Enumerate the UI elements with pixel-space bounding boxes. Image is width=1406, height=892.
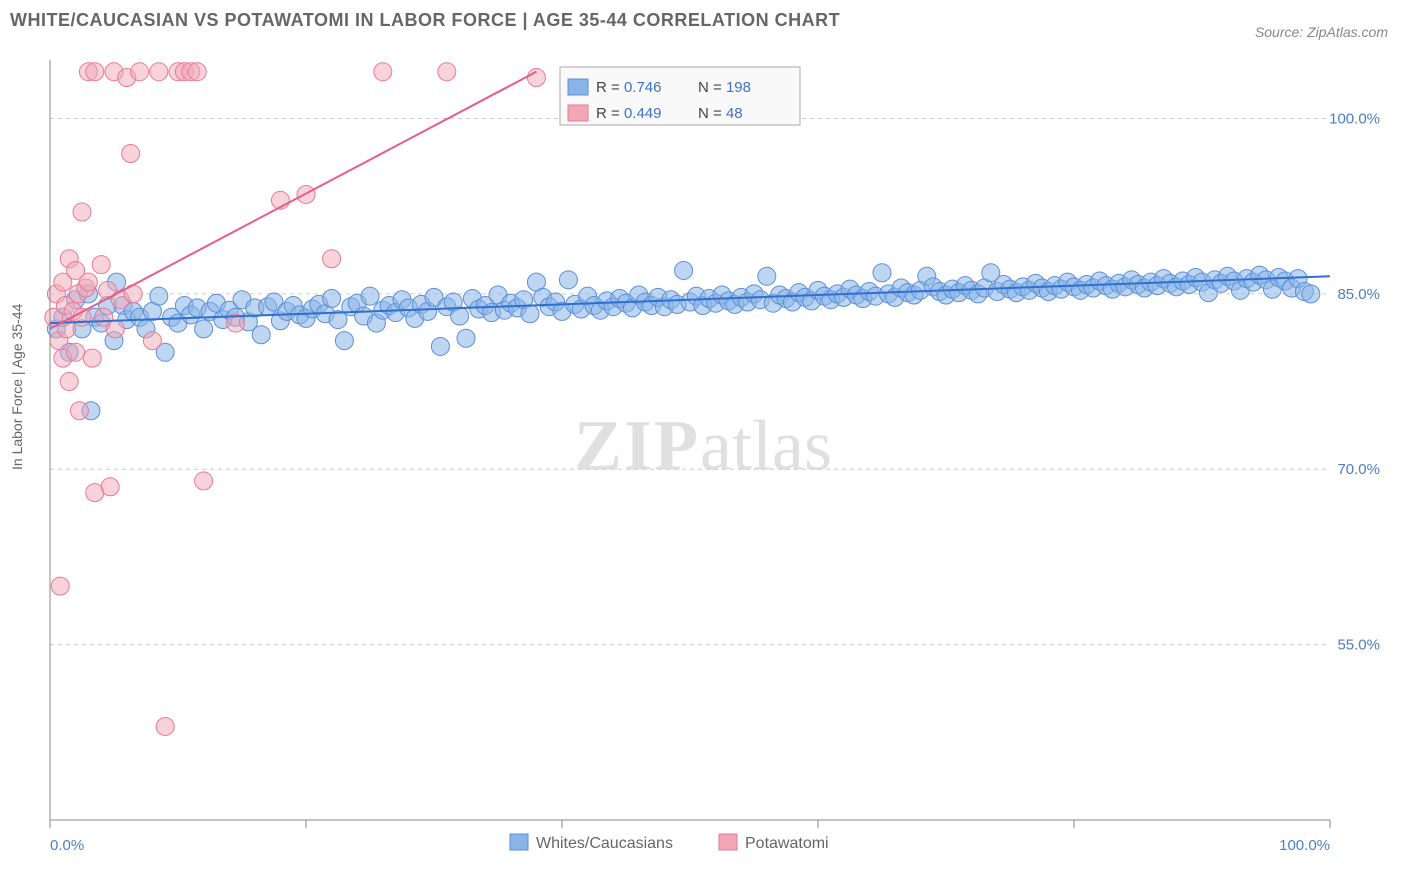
- y-tick-label: 85.0%: [1337, 286, 1380, 303]
- correlation-chart: 55.0% 70.0% 85.0% 100.0% 0.0% 100.0% In Labor …: [0, 0, 1406, 892]
- trend-line: [50, 72, 536, 329]
- svg-text:R = 0.746: R = 0.746: [596, 79, 661, 96]
- y-tick-label: 55.0%: [1337, 637, 1380, 654]
- legend-swatch: [719, 834, 737, 850]
- y-tick-label: 70.0%: [1337, 461, 1380, 478]
- svg-text:N = 48: N = 48: [698, 105, 743, 122]
- series-1: [45, 63, 546, 736]
- legend-swatch: [510, 834, 528, 850]
- y-axis-label: In Labor Force | Age 35-44: [9, 303, 25, 470]
- series-0: [47, 261, 1319, 419]
- legend-label: Potawatomi: [745, 835, 829, 852]
- legend-label: Whites/Caucasians: [536, 835, 673, 852]
- x-tick-label: 0.0%: [50, 837, 84, 854]
- svg-text:R = 0.449: R = 0.449: [596, 105, 661, 122]
- x-tick-label: 100.0%: [1279, 837, 1330, 854]
- svg-text:N = 198: N = 198: [698, 79, 751, 96]
- y-tick-label: 100.0%: [1329, 110, 1380, 127]
